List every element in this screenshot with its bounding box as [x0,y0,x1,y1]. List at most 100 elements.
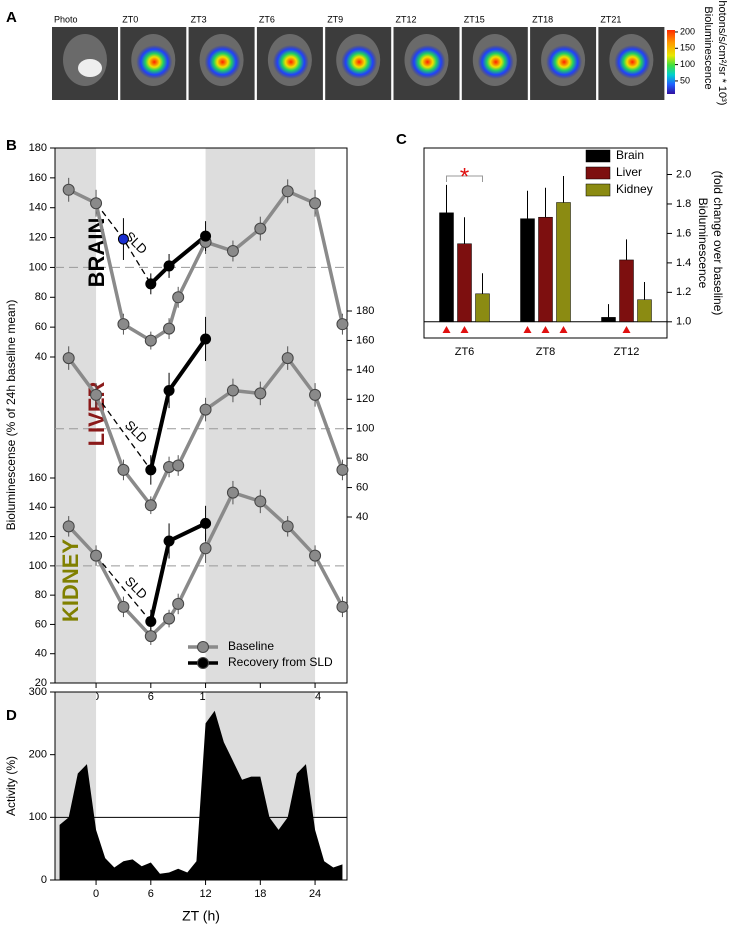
y-tick-label: 120 [356,393,374,405]
baseline-point [226,384,239,397]
baseline-point [254,495,267,508]
y-tick-label: 80 [35,589,47,601]
image-label: ZT21 [600,14,621,24]
y-tick-label: 60 [356,481,368,493]
panel-label: C [396,131,407,148]
baseline-point [144,499,157,512]
y-tick-label: 300 [29,686,47,698]
baseline-line [67,355,345,509]
y-tick-label: 1.2 [676,286,691,298]
y-tick-label: 180 [356,305,374,317]
x-axis-title: ZT (h) [182,908,220,924]
legend-swatch [585,166,611,180]
panel-label: D [6,707,17,724]
baseline-point [336,318,349,331]
signal [546,45,583,79]
baseline-point [117,463,130,476]
baseline-point [281,185,294,198]
recovery-point [145,464,157,476]
legend-swatch [585,149,611,163]
x-tick-label: 6 [148,888,154,900]
baseline-point [336,463,349,476]
legend-label: Liver [616,165,642,179]
plot-frame [54,147,348,684]
x-tick-label: ZT6 [455,346,475,358]
y-axis-title: Activity (%) [4,756,18,816]
y-axis-title: Bioluminescence [696,198,710,289]
baseline-point [90,388,103,401]
recovery-point [163,384,175,396]
panel-label: A [6,9,17,26]
baseline-point [281,520,294,533]
y-tick-label: 100 [356,423,374,435]
baseline-point [117,318,130,331]
signal [204,45,241,79]
baseline-line [67,490,344,639]
colorbar-tick-label: 100 [680,59,695,69]
recovery-point [200,517,212,529]
baseline-point [309,197,322,210]
colorbar-tick-label: 150 [680,43,695,53]
baseline-point [226,245,239,258]
significance-marker [559,326,568,333]
x-tick-label: 12 [199,888,211,900]
signal [614,45,651,79]
baseline-point [90,549,103,562]
image-label: ZT0 [122,14,138,24]
organ-label: KIDNEY [58,539,83,622]
signal [409,45,446,79]
image-label: Photo [54,14,78,24]
sld-label: SLD [122,417,150,445]
baseline-point [163,612,176,625]
baseline-point [336,600,349,613]
bar [637,299,652,323]
colorbar-tick-label: 50 [680,75,690,85]
legend-label: Baseline [228,639,274,653]
significance-marker [460,326,469,333]
legend-label: Kidney [616,182,653,196]
baseline-point [199,542,212,555]
bar [520,218,535,323]
colorbar-tick-label: 200 [680,26,695,36]
signal [477,45,514,79]
y-tick-label: 200 [29,749,47,761]
y-tick-label: 60 [35,618,47,630]
y-tick-label: 120 [29,530,47,542]
dark-phase [55,148,97,683]
baseline-point [309,549,322,562]
bar [439,212,454,323]
recovery-point [163,260,175,272]
y-tick-label: 120 [29,231,47,243]
y-tick-label: 1.8 [676,198,691,210]
recovery-point [200,333,212,345]
x-tick-label: 0 [93,888,99,900]
y-tick-label: 80 [356,452,368,464]
baseline-point [117,600,130,613]
y-tick-label: 100 [29,261,47,273]
baseline-point [144,334,157,347]
y-tick-label: 1.6 [676,227,691,239]
y-tick-label: 0 [41,874,47,886]
colorbar-title: Bioluminescence [702,6,714,89]
baseline-point [62,520,75,533]
baseline-point [281,352,294,365]
baseline-point [309,388,322,401]
baseline-point [62,183,75,196]
image-label: ZT9 [327,14,343,24]
recovery-point [163,535,175,547]
x-tick-label: ZT8 [536,346,556,358]
legend-marker [197,641,209,653]
y-axis-title: Bioluminescense (% of 24h baseline mean) [4,300,18,531]
baseline-point [90,197,103,210]
recovery-line [148,337,208,471]
baseline-point [163,322,176,335]
y-tick-label: 60 [35,321,47,333]
x-tick-label: 6 [148,691,154,703]
baseline-point [172,459,185,472]
y-tick-label: 160 [356,334,374,346]
bar [457,243,472,323]
y-tick-label: 100 [29,811,47,823]
x-tick-label: 18 [254,888,266,900]
significance-annotation: * [460,163,469,190]
